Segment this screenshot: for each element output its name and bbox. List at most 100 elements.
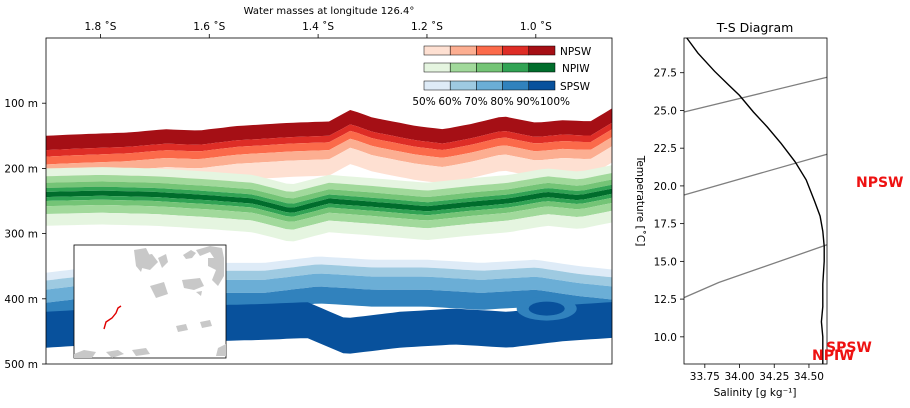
island <box>216 344 226 356</box>
npiw-band <box>46 193 612 217</box>
ts-x-tick-label: 33.75 <box>690 371 720 383</box>
colorbar-swatch <box>502 80 530 91</box>
y-tick-label: 500 m <box>4 359 38 371</box>
ts-x-tick-label: 34.50 <box>794 371 824 383</box>
annotation-npiw: NPIW <box>812 348 855 364</box>
ts-profile <box>686 37 825 364</box>
island <box>74 350 96 358</box>
colorbar-swatch <box>476 80 503 91</box>
section-frame <box>45 37 613 365</box>
island <box>106 350 124 358</box>
section-plot: Water masses at longitude 126.4° 1.8 ˚S 1… <box>4 6 613 371</box>
island <box>183 250 196 259</box>
npsw-band <box>46 129 612 165</box>
ts-y-tick-label: 20.0 <box>654 181 677 193</box>
legend-spsw-colorbar <box>423 80 556 91</box>
x-tick-label: 1.2 ˚S <box>411 21 443 33</box>
left-axis: 100 m 200 m 300 m 400 m 500 m <box>4 98 46 371</box>
x-tick-label: 1.6 ˚S <box>193 21 225 33</box>
colorbar-swatch <box>423 45 451 56</box>
colorbar-swatch <box>502 45 530 56</box>
ts-title: T-S Diagram <box>716 20 794 35</box>
legend-pct-50: 50% <box>412 96 435 108</box>
island <box>208 258 224 286</box>
legend-pct-90: 90% <box>516 96 539 108</box>
y-tick-label: 400 m <box>4 294 38 306</box>
top-axis: 1.8 ˚S 1.6 ˚S 1.4 ˚S 1.2 ˚S 1.0 ˚S <box>84 21 552 38</box>
npsw-band <box>46 137 612 174</box>
legend-npsw-colorbar <box>423 45 556 56</box>
npiw-band <box>46 188 612 213</box>
ts-reference-line <box>683 76 828 113</box>
ts-x-axis: 33.75 34.00 34.25 34.50 <box>690 364 824 383</box>
ts-reference-line <box>683 244 828 299</box>
ts-reference-line <box>683 153 828 196</box>
island <box>182 278 204 290</box>
colorbar-swatch <box>423 80 451 91</box>
npiw-band <box>46 179 612 204</box>
legend-pct-60: 60% <box>438 96 461 108</box>
inset-map <box>73 244 227 359</box>
legend-npiw-label: NPIW <box>562 63 590 75</box>
x-tick-label: 1.4 ˚S <box>302 21 334 33</box>
island <box>158 254 168 268</box>
colorbar-swatch <box>449 80 477 91</box>
npiw-band <box>46 210 612 242</box>
npiw-band <box>46 203 612 230</box>
colorbar-swatch <box>449 62 477 73</box>
island <box>140 254 158 270</box>
inset-land-masses <box>74 246 226 358</box>
island <box>196 246 224 258</box>
ts-y-tick-label: 17.5 <box>654 219 677 231</box>
colorbar-swatch <box>449 45 477 56</box>
ts-y-tick-label: 10.0 <box>654 332 677 344</box>
legend: NPSW NPIW SPSW 50% 60% 70% 80% 90% 100% <box>412 45 592 108</box>
transect-line <box>103 305 122 330</box>
npsw-band <box>46 122 612 157</box>
legend-pct-70: 70% <box>464 96 487 108</box>
annotation-spsw: SPSW <box>826 340 872 356</box>
spsw-band <box>46 256 612 281</box>
npiw-band <box>46 184 612 208</box>
ts-x-tick-label: 34.00 <box>725 371 755 383</box>
npiw-band <box>46 197 612 222</box>
colorbar-swatch <box>476 45 503 56</box>
npiw-band <box>46 165 612 192</box>
x-tick-label: 1.8 ˚S <box>84 21 116 33</box>
ts-x-tick-label: 34.25 <box>759 371 789 383</box>
y-tick-label: 200 m <box>4 163 38 175</box>
colorbar-swatch <box>528 45 556 56</box>
island <box>132 348 150 356</box>
island <box>150 282 168 298</box>
eddy-core <box>528 301 565 316</box>
ts-y-tick-label: 22.5 <box>654 143 677 155</box>
section-title: Water masses at longitude 126.4° <box>244 6 415 17</box>
y-tick-label: 300 m <box>4 229 38 241</box>
ts-y-tick-label: 25.0 <box>654 105 677 117</box>
x-tick-label: 1.0 ˚S <box>520 21 552 33</box>
npsw-band <box>46 108 612 151</box>
colorbar-swatch <box>528 62 556 73</box>
ts-y-tick-label: 27.5 <box>654 68 677 80</box>
ts-xlabel: Salinity [g kg⁻¹] <box>714 387 797 399</box>
island <box>176 324 188 332</box>
colorbar-swatch <box>476 62 503 73</box>
npiw-band <box>46 173 612 199</box>
colorbar-swatch <box>502 62 530 73</box>
legend-npiw-colorbar <box>423 62 556 73</box>
ts-profile-line <box>686 37 825 364</box>
legend-spsw-label: SPSW <box>560 81 591 93</box>
ts-y-tick-label: 12.5 <box>654 294 677 306</box>
legend-pct-100: 100% <box>540 96 570 108</box>
island <box>200 320 212 328</box>
colorbar-swatch <box>423 62 451 73</box>
ts-ylabel: Temperature [˚C] <box>634 155 646 247</box>
ts-diagram: T-S Diagram 33.75 34.00 34.25 34.50 10.0 12.… <box>634 20 904 399</box>
legend-npsw-label: NPSW <box>560 46 592 58</box>
legend-pct-80: 80% <box>490 96 513 108</box>
ts-frame <box>683 37 828 365</box>
y-tick-label: 100 m <box>4 98 38 110</box>
ts-y-axis: 10.0 12.5 15.0 17.5 20.0 22.5 25.0 27.5 <box>654 68 684 344</box>
island <box>196 291 202 296</box>
